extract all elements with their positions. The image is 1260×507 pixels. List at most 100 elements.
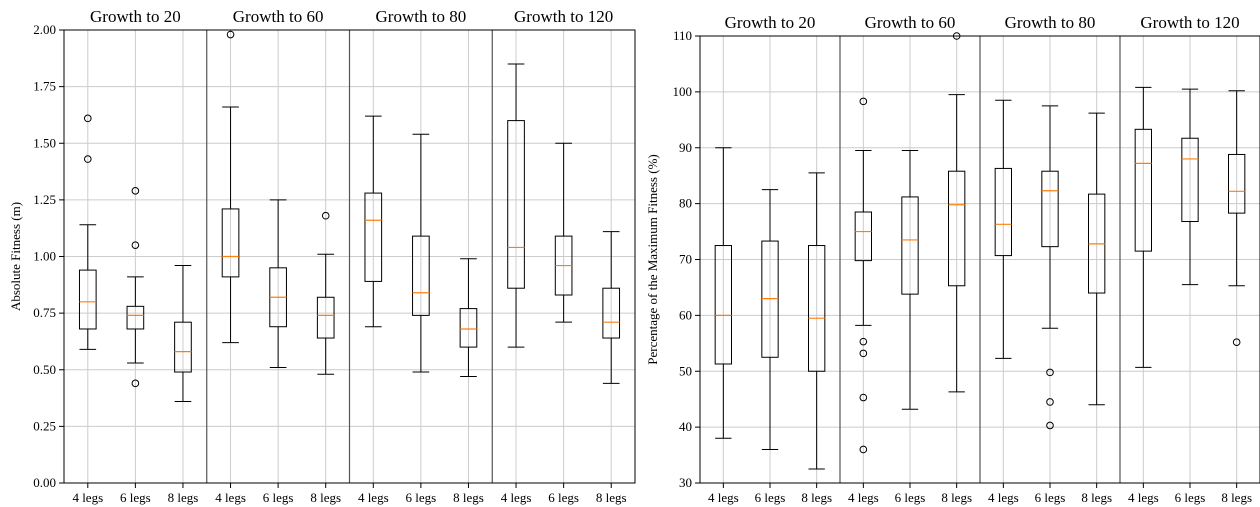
iqr-box xyxy=(316,296,335,339)
panel-title: Growth to 20 xyxy=(90,7,181,26)
outlier-point xyxy=(83,155,92,163)
outlier-point xyxy=(226,30,235,39)
x-tick-label: 8 legs xyxy=(941,490,972,505)
iqr-box xyxy=(412,235,430,316)
box-6-legs xyxy=(1041,105,1059,430)
outlier-point xyxy=(131,379,140,388)
iqr-box xyxy=(364,192,383,282)
iqr-box xyxy=(78,269,97,330)
outlier-point xyxy=(859,393,868,402)
x-tick-label: 4 legs xyxy=(358,490,389,505)
box-6-legs xyxy=(269,199,287,368)
x-tick-label: 8 legs xyxy=(1081,490,1112,505)
iqr-box xyxy=(126,305,145,330)
y-tick-label: 1.00 xyxy=(33,249,56,264)
y-tick-label: 0.25 xyxy=(33,418,56,433)
iqr-box xyxy=(714,245,733,365)
panel-title: Growth to 120 xyxy=(514,7,613,26)
y-tick-label: 60 xyxy=(679,307,692,322)
x-tick-label: 4 legs xyxy=(988,490,1019,505)
chart-2: 30 40 50 60 70 80 90 100 110 Percentage of the Ma… xyxy=(645,13,1260,505)
y-tick-label: 0.50 xyxy=(33,362,56,377)
outlier-point xyxy=(131,241,140,249)
iqr-box xyxy=(459,308,478,348)
y-tick-label: 1.75 xyxy=(33,79,56,94)
box-4-legs xyxy=(714,147,733,439)
outlier-point xyxy=(1046,421,1054,430)
outlier-point xyxy=(321,211,330,220)
x-tick-label: 4 legs xyxy=(72,490,103,505)
iqr-box xyxy=(901,196,919,295)
iqr-box xyxy=(854,211,873,262)
y-tick-label: 100 xyxy=(673,84,693,99)
plot-frame xyxy=(63,29,636,484)
y-tick-label: 1.25 xyxy=(33,192,56,207)
y-axis-label: Absolute Fitness (m) xyxy=(8,202,23,311)
y-tick-label: 1.50 xyxy=(33,135,56,150)
box-8-legs xyxy=(1088,112,1106,406)
iqr-box xyxy=(174,321,192,373)
box-4-legs xyxy=(364,115,383,328)
box-4-legs xyxy=(78,114,97,350)
box-6-legs xyxy=(901,150,919,410)
x-tick-label: 4 legs xyxy=(501,490,532,505)
y-tick-label: 0.00 xyxy=(33,475,56,490)
iqr-box xyxy=(1041,170,1059,248)
box-8-legs xyxy=(948,32,966,393)
panel-title: Growth to 80 xyxy=(376,7,467,26)
iqr-box xyxy=(507,120,525,289)
panel-title: Growth to 80 xyxy=(1005,13,1096,32)
outlier-point xyxy=(859,337,868,346)
box-4-legs xyxy=(221,30,240,344)
iqr-box xyxy=(602,287,621,339)
panel-title: Growth to 20 xyxy=(725,13,816,32)
iqr-box xyxy=(221,208,240,278)
box-6-legs xyxy=(761,189,779,450)
y-tick-label: 0.75 xyxy=(33,305,56,320)
x-tick-label: 8 legs xyxy=(1221,490,1252,505)
box-6-legs xyxy=(412,133,430,373)
y-tick-label: 50 xyxy=(679,363,692,378)
box-6-legs xyxy=(1181,88,1199,286)
outlier-point xyxy=(1232,338,1241,346)
x-tick-label: 8 legs xyxy=(453,490,484,505)
plot-frame xyxy=(699,35,1260,484)
iqr-box xyxy=(1134,128,1152,252)
chart-1: 0.00 0.25 0.50 0.75 1.00 1.25 1.50 1.75 2.00 Abso… xyxy=(8,7,636,505)
y-axis-label: Percentage of the Maximum Fitness (%) xyxy=(645,154,660,364)
iqr-box xyxy=(948,170,966,287)
y-tick-label: 40 xyxy=(679,419,692,434)
x-tick-label: 8 legs xyxy=(168,490,199,505)
box-8-legs xyxy=(808,172,826,470)
box-4-legs xyxy=(854,97,873,454)
x-tick-label: 6 legs xyxy=(406,490,437,505)
x-tick-label: 6 legs xyxy=(1035,490,1066,505)
x-tick-label: 4 legs xyxy=(215,490,246,505)
x-tick-label: 6 legs xyxy=(548,490,579,505)
box-8-legs xyxy=(174,265,192,402)
outlier-point xyxy=(83,114,92,123)
x-tick-label: 6 legs xyxy=(755,490,786,505)
iqr-box xyxy=(808,245,826,372)
outlier-point xyxy=(1046,398,1054,406)
y-tick-label: 110 xyxy=(673,28,692,43)
box-8-legs xyxy=(602,231,621,384)
x-tick-label: 6 legs xyxy=(895,490,926,505)
box-8-legs xyxy=(1228,90,1246,346)
panel-title: Growth to 60 xyxy=(865,13,956,32)
x-tick-label: 4 legs xyxy=(708,490,739,505)
outlier-point xyxy=(131,187,140,195)
x-tick-label: 8 legs xyxy=(596,490,627,505)
x-tick-label: 4 legs xyxy=(848,490,879,505)
iqr-box xyxy=(1181,137,1199,223)
outlier-point xyxy=(859,97,868,106)
box-8-legs xyxy=(316,211,335,375)
box-8-legs xyxy=(459,258,478,378)
y-tick-label: 80 xyxy=(679,196,692,211)
y-tick-label: 90 xyxy=(679,140,692,155)
box-4-legs xyxy=(1134,86,1152,368)
box-4-legs xyxy=(994,99,1013,359)
iqr-box xyxy=(1228,153,1246,214)
box-6-legs xyxy=(554,142,573,323)
